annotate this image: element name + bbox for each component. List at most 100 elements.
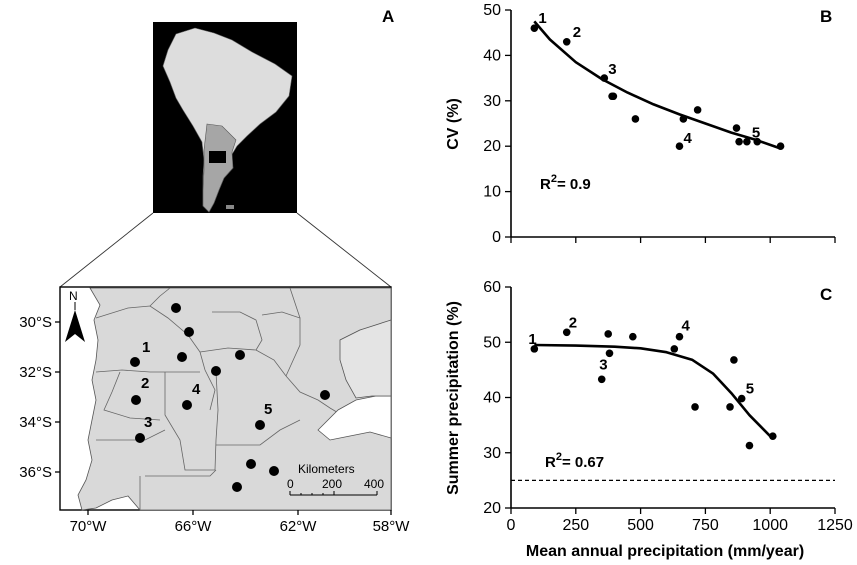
data-point: [768, 432, 777, 440]
panel-a-letter: A: [382, 7, 394, 26]
falklands: [226, 205, 234, 209]
data-point: [675, 142, 684, 150]
y-tick-label: 20: [483, 500, 501, 517]
panel-letter: B: [820, 7, 832, 26]
site-marker: [246, 459, 256, 469]
fit-curve: [534, 343, 772, 438]
data-point: [562, 328, 571, 337]
data-point: [609, 92, 618, 101]
y-tick-label: 40: [483, 390, 501, 407]
lon-label-66W: 66°W: [175, 518, 213, 535]
scale-tick-200: 200: [322, 477, 342, 491]
y-axis-title: Summer precipitation (%): [445, 301, 462, 495]
site-2-marker: [131, 395, 141, 405]
data-point: [605, 349, 614, 358]
x-tick-label: 750: [692, 517, 719, 534]
data-point: [631, 115, 640, 123]
argentina-region: [202, 123, 237, 213]
y-axis-title: CV (%): [445, 98, 462, 150]
y-tick-label: 50: [483, 334, 501, 351]
data-point: [600, 74, 609, 82]
data-point: [745, 441, 754, 450]
site-marker: [184, 327, 194, 337]
data-point: [675, 332, 684, 341]
data-point: [753, 137, 762, 146]
data-point: [530, 24, 539, 32]
lat-label-36S: 36°S: [19, 464, 52, 481]
point-label-4: 4: [683, 130, 692, 147]
point-label-4: 4: [681, 318, 690, 335]
point-label-2: 2: [569, 314, 577, 331]
data-point: [530, 345, 539, 353]
lon-label-58W: 58°W: [373, 518, 411, 535]
x-tick-label: 500: [627, 517, 654, 534]
site-1-marker: [130, 357, 140, 367]
site-label-1: 1: [142, 339, 150, 356]
point-label-2: 2: [573, 24, 581, 41]
r-squared-label: R2= 0.67: [545, 451, 604, 471]
x-tick-label: 250: [562, 517, 589, 534]
lon-label-62W: 62°W: [280, 518, 318, 535]
data-point: [597, 375, 606, 384]
scale-tick-0: 0: [287, 477, 294, 491]
site-5-marker: [255, 420, 265, 430]
y-tick-label: 0: [492, 229, 501, 246]
data-point: [562, 37, 571, 46]
site-label-5: 5: [264, 401, 272, 418]
lat-label-34S: 34°S: [19, 414, 52, 431]
fit-curve: [533, 20, 782, 150]
data-point: [726, 403, 734, 411]
data-point: [693, 106, 702, 114]
site-marker: [235, 350, 245, 360]
panel-c-chart: 20 30 40 50 60 0 250 500 750 1000 1250 Summer preci…: [445, 279, 853, 560]
river-plate-water: [317, 395, 392, 441]
data-point: [679, 115, 688, 123]
data-point: [604, 330, 612, 338]
zoom-line-right: [296, 212, 392, 288]
site-marker: [320, 390, 330, 400]
y-tick-label: 60: [483, 279, 501, 296]
map-latitude-labels: 30°S 32°S 34°S 36°S: [19, 314, 60, 481]
point-label-1: 1: [538, 10, 546, 27]
y-tick-label: 50: [483, 2, 501, 19]
data-point: [670, 345, 679, 353]
site-3-marker: [135, 433, 145, 443]
regional-map: 1 2 3 4 5 N Kilometers 0 200 400: [59, 286, 392, 511]
r-squared-label: R2= 0.9: [540, 173, 591, 193]
site-marker: [232, 482, 242, 492]
x-tick-label: 1250: [817, 517, 853, 534]
y-tick-label: 20: [483, 138, 501, 155]
scale-tick-400: 400: [364, 477, 384, 491]
lon-label-70W: 70°W: [70, 518, 108, 535]
south-america-inset: [153, 22, 297, 213]
site-label-4: 4: [192, 381, 201, 398]
scale-title: Kilometers: [298, 462, 355, 476]
x-axis-title: Mean annual precipitation (mm/year): [526, 543, 804, 560]
point-label-3: 3: [608, 61, 616, 78]
panel-b-chart: 0 10 20 30 40 50 CV (%) B 1 2 3 4 5 R2= 0.9: [445, 2, 836, 246]
site-label-3: 3: [144, 414, 152, 431]
data-point: [730, 356, 738, 364]
data-point: [691, 403, 699, 411]
uruguay-region: [339, 319, 392, 399]
y-tick-label: 30: [483, 445, 501, 462]
site-4-marker: [182, 400, 192, 410]
map-longitude-labels: 70°W 66°W 62°W 58°W: [70, 510, 411, 535]
lat-label-30S: 30°S: [19, 314, 52, 331]
data-point: [776, 142, 785, 150]
lat-label-32S: 32°S: [19, 364, 52, 381]
site-marker: [177, 352, 187, 362]
data-point: [735, 137, 743, 146]
scale-bar: Kilometers 0 200 400: [287, 462, 384, 496]
point-label-3: 3: [599, 356, 607, 373]
x-tick-label: 1000: [752, 517, 788, 534]
north-label: N: [69, 289, 78, 303]
site-label-2: 2: [141, 375, 149, 392]
data-point: [629, 332, 637, 341]
point-label-5: 5: [752, 125, 760, 142]
panel-letter: C: [820, 285, 832, 304]
zoom-line-left: [59, 212, 154, 288]
y-tick-label: 10: [483, 184, 501, 201]
y-tick-label: 40: [483, 47, 501, 64]
